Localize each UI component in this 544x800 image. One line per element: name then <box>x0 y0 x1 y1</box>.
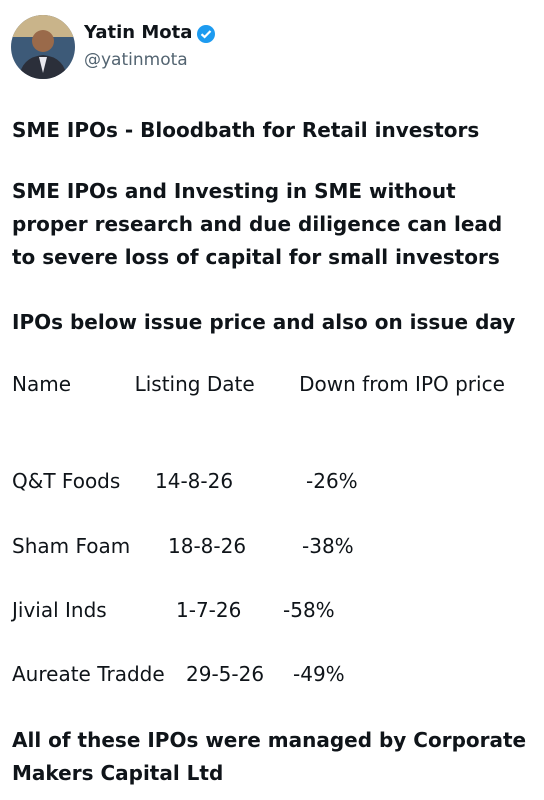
cell: -26% <box>306 469 358 493</box>
author-handle[interactable]: @yatinmota <box>84 50 188 70</box>
cell: Q&T Foods <box>12 469 121 493</box>
cell: 18-8-26 <box>168 534 247 558</box>
avatar[interactable] <box>11 15 75 79</box>
footer-paragraph: All of these IPOs were managed by Corpor… <box>12 728 527 785</box>
cell: 14-8-26 <box>155 469 234 493</box>
cell: -49% <box>293 662 345 686</box>
paragraph: SME IPOs and Investing in SME without pr… <box>12 179 503 269</box>
cell: -58% <box>283 598 335 622</box>
paragraph: IPOs below issue price and also on issue… <box>12 310 516 334</box>
verified-badge <box>197 25 215 43</box>
cell: Jivial Inds <box>12 598 107 622</box>
table-header: Name Listing Date Down from IPO price <box>12 372 505 396</box>
author-name[interactable]: Yatin Mota <box>84 22 193 43</box>
cell: Aureate Tradde <box>12 662 165 686</box>
cell: 29-5-26 <box>186 662 265 686</box>
cell: Sham Foam <box>12 534 131 558</box>
cell: -38% <box>302 534 354 558</box>
paragraph: SME IPOs - Bloodbath for Retail investor… <box>12 118 480 142</box>
cell: 1-7-26 <box>176 598 242 622</box>
